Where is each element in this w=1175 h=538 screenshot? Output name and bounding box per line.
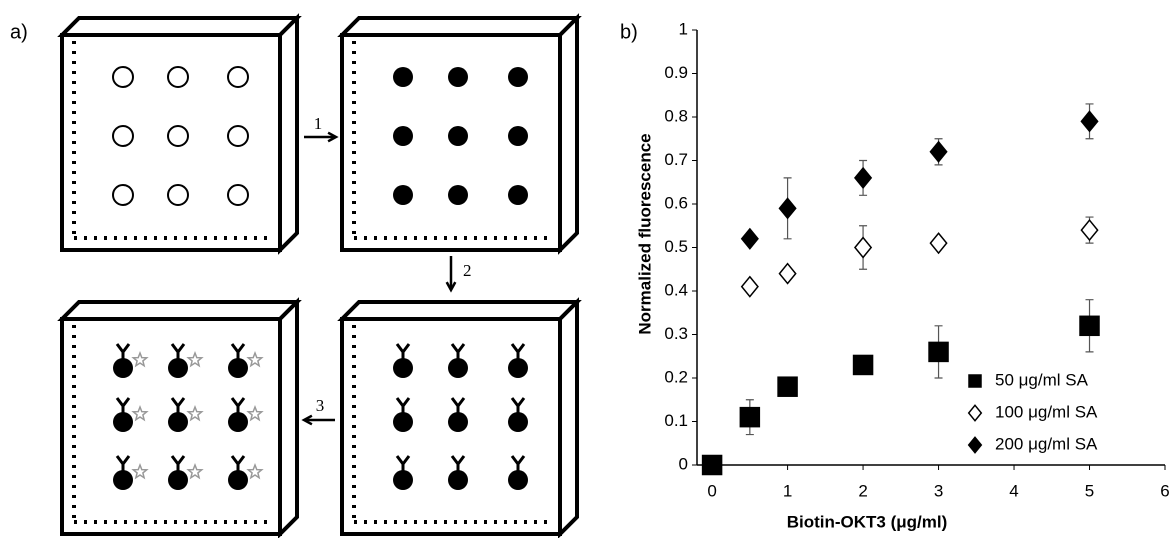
y-tick-label: 0.5 (664, 237, 688, 256)
x-axis-label: Biotin-OKT3 (μg/ml) (787, 512, 948, 531)
x-tick-label: 3 (934, 481, 943, 500)
spot (393, 470, 413, 490)
x-tick-label: 5 (1085, 481, 1094, 500)
box-side (280, 18, 297, 250)
point (854, 355, 873, 374)
point (778, 377, 797, 396)
point (1081, 220, 1097, 240)
spot (228, 470, 248, 490)
spot (168, 470, 188, 490)
spot (448, 470, 468, 490)
spot (393, 412, 413, 432)
box-top (342, 18, 577, 35)
point (855, 168, 871, 188)
y-tick-label: 0 (679, 454, 688, 473)
spot (168, 358, 188, 378)
point (742, 229, 758, 249)
legend-marker (969, 375, 981, 387)
y-tick-label: 0.3 (664, 324, 688, 343)
y-tick-label: 0.2 (664, 367, 688, 386)
y-tick-label: 0.7 (664, 150, 688, 169)
y-tick-label: 0.9 (664, 63, 688, 82)
spot (168, 126, 188, 146)
point (855, 238, 871, 258)
spot (168, 185, 188, 205)
point (779, 264, 795, 284)
point (703, 456, 722, 475)
spot (168, 412, 188, 432)
point (1081, 111, 1097, 131)
point (740, 408, 759, 427)
spot (228, 358, 248, 378)
step-label: 2 (463, 261, 472, 280)
legend-marker (969, 405, 982, 420)
panel-label: a) (10, 21, 28, 43)
y-tick-label: 0.8 (664, 106, 688, 125)
spot (168, 67, 188, 87)
spot (113, 470, 133, 490)
box-side (560, 18, 577, 250)
step-label: 1 (314, 114, 323, 133)
spot (508, 67, 528, 87)
spot (448, 126, 468, 146)
point (930, 233, 946, 253)
x-tick-label: 4 (1009, 481, 1018, 500)
spot (228, 67, 248, 87)
box-side (560, 302, 577, 534)
y-tick-label: 0.1 (664, 411, 688, 430)
spot (448, 412, 468, 432)
legend-label: 100 μg/ml SA (995, 402, 1098, 421)
spot (113, 126, 133, 146)
spot (113, 358, 133, 378)
box-top (62, 302, 297, 319)
spot (393, 358, 413, 378)
y-tick-label: 0.6 (664, 193, 688, 212)
spot (508, 185, 528, 205)
spot (448, 358, 468, 378)
spot (228, 412, 248, 432)
spot (508, 126, 528, 146)
point (742, 277, 758, 297)
y-axis-label: Normalized fluorescence (635, 133, 654, 334)
spot (508, 470, 528, 490)
spot (393, 126, 413, 146)
x-tick-label: 6 (1160, 481, 1169, 500)
legend-marker (969, 437, 982, 452)
spot (113, 67, 133, 87)
y-tick-label: 1 (679, 19, 688, 38)
spot (448, 67, 468, 87)
box-side (280, 302, 297, 534)
spot (113, 412, 133, 432)
legend-label: 200 μg/ml SA (995, 434, 1098, 453)
spot (113, 185, 133, 205)
spot (508, 358, 528, 378)
step-label: 3 (316, 396, 325, 415)
spot (448, 185, 468, 205)
point (779, 198, 795, 218)
spot (393, 185, 413, 205)
x-tick-label: 0 (707, 481, 716, 500)
y-tick-label: 0.4 (664, 280, 688, 299)
spot (228, 126, 248, 146)
box-top (62, 18, 297, 35)
point (1080, 316, 1099, 335)
panel-label: b) (620, 21, 638, 43)
legend-label: 50 μg/ml SA (995, 370, 1089, 389)
spot (508, 412, 528, 432)
spot (228, 185, 248, 205)
point (929, 342, 948, 361)
box-top (342, 302, 577, 319)
point (930, 142, 946, 162)
x-tick-label: 1 (783, 481, 792, 500)
x-tick-label: 2 (858, 481, 867, 500)
figure: a) b) 1 2 3 Biotin-OKT3 (μg/ml) Normaliz… (0, 0, 1175, 538)
spot (393, 67, 413, 87)
